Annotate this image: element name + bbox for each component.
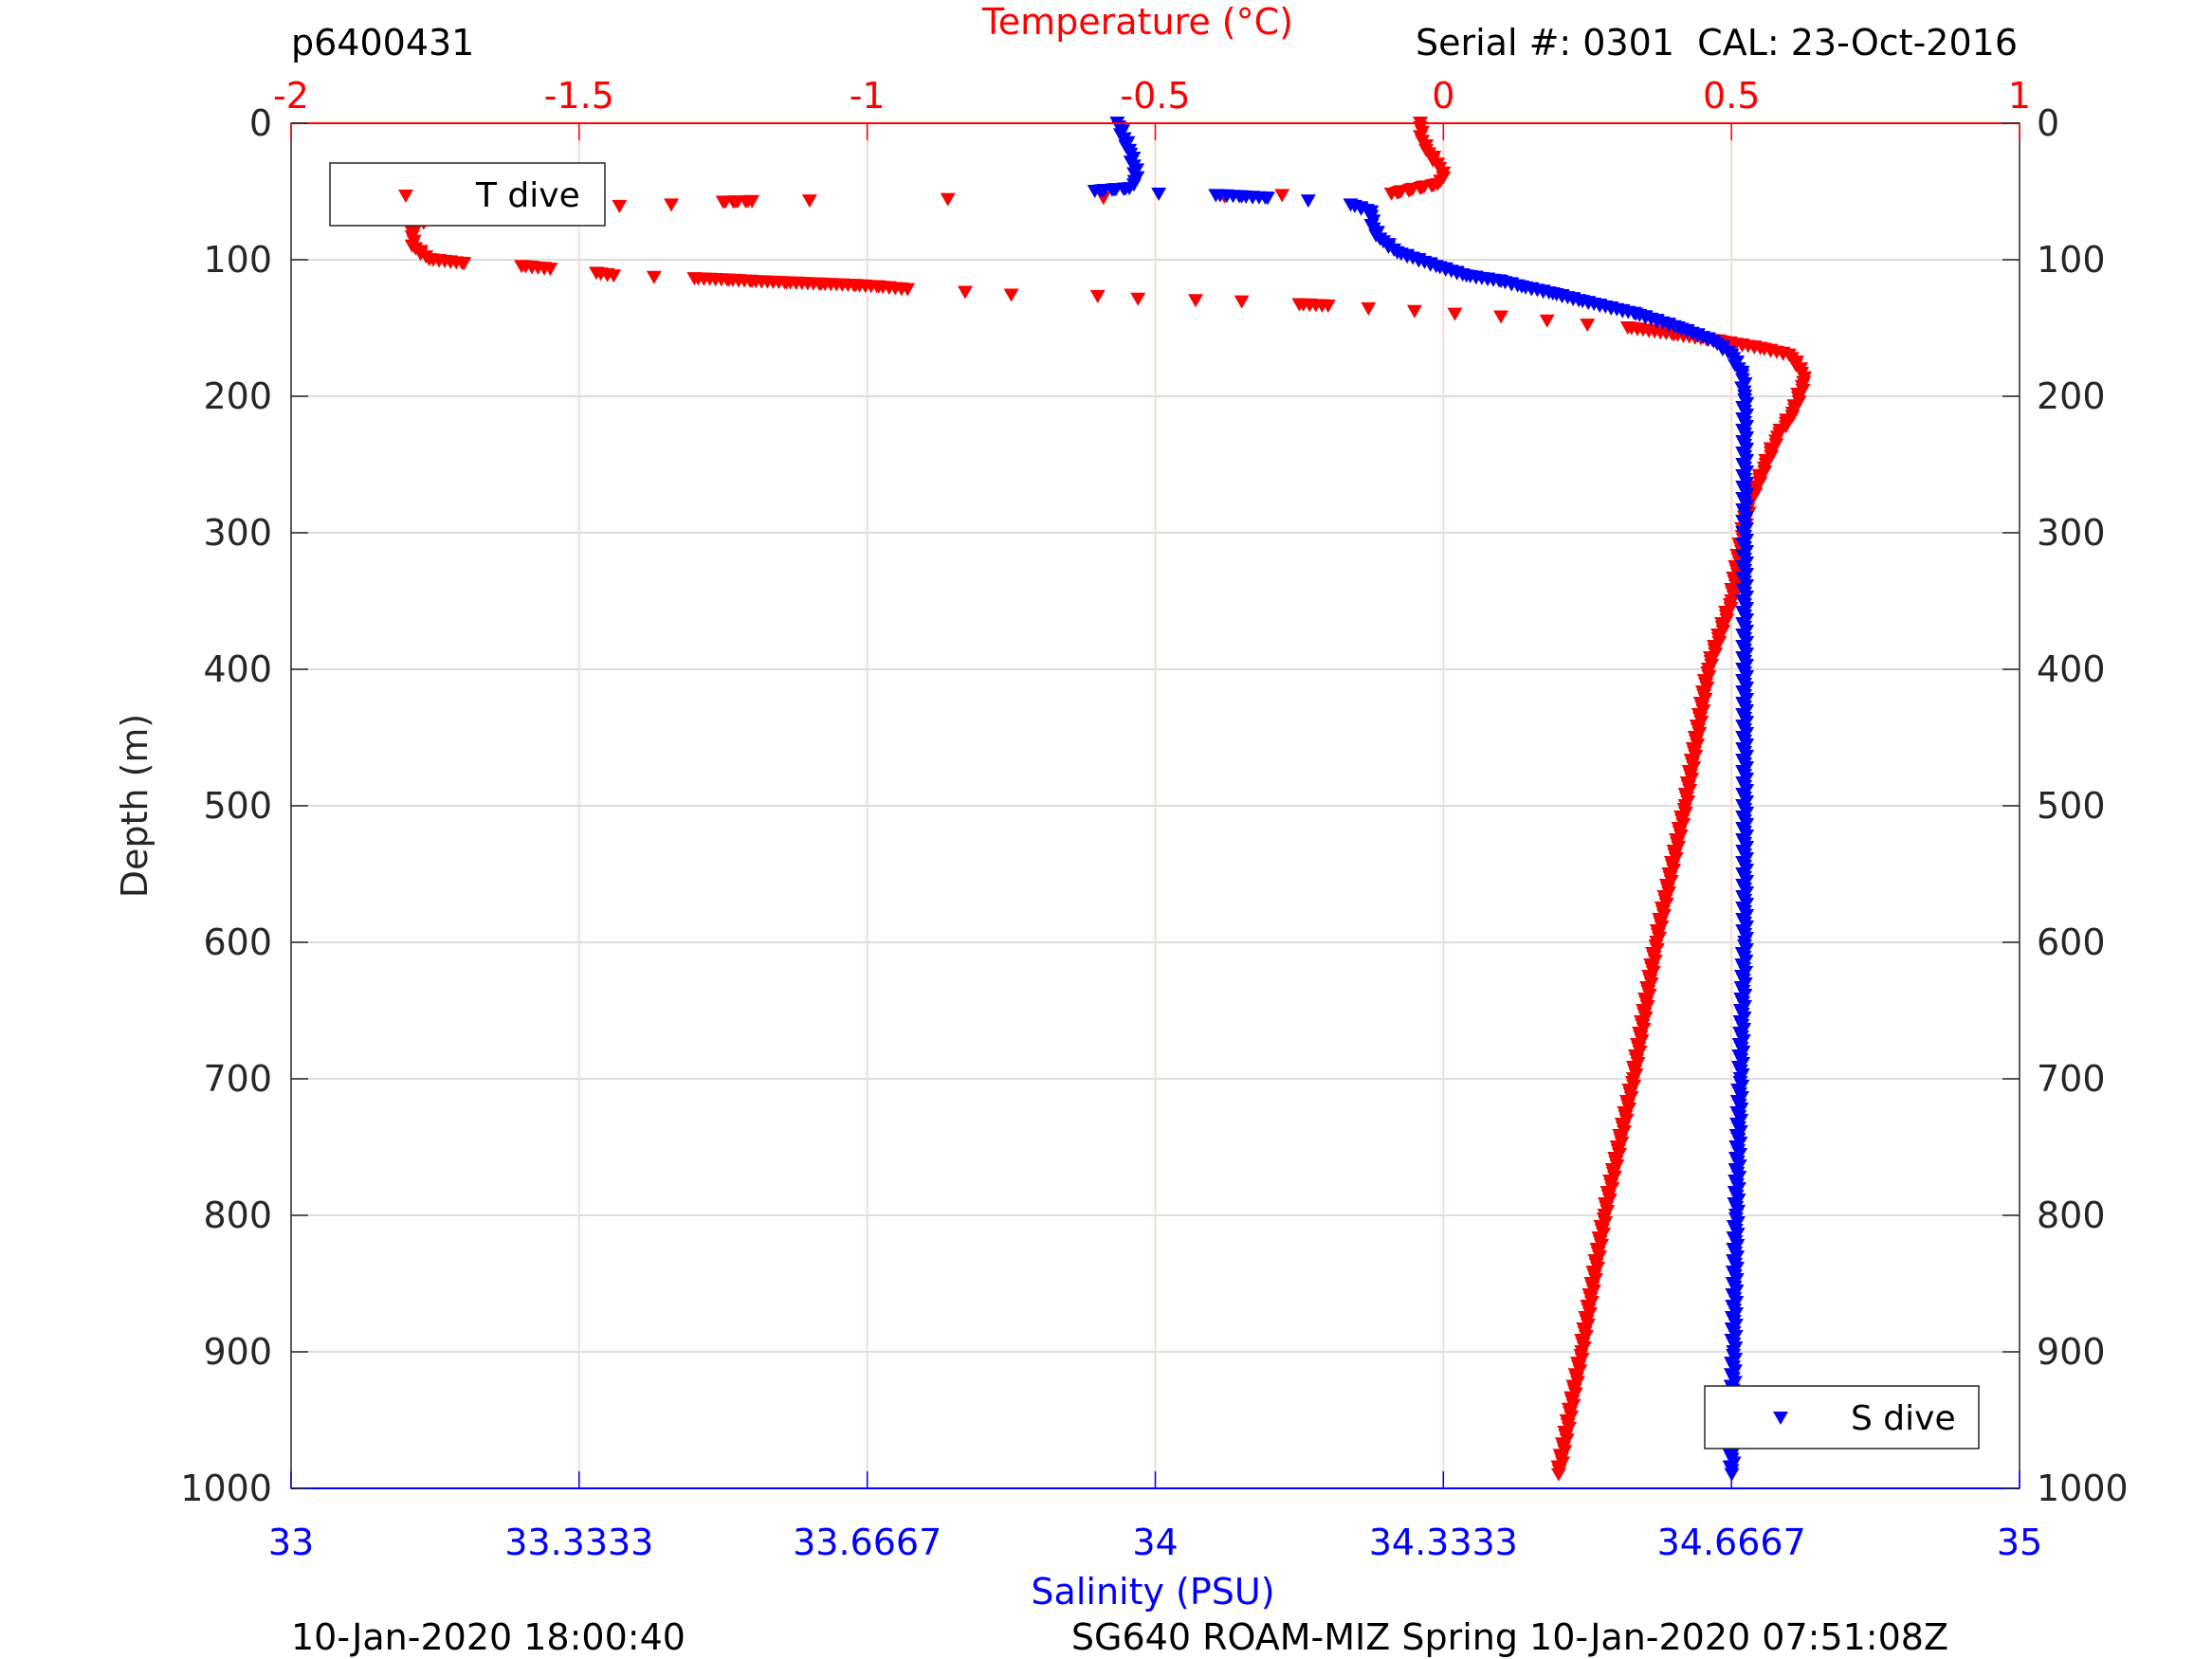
t-dive-point: [715, 195, 731, 210]
t-dive-point: [1188, 294, 1204, 308]
salinity-axis-label: Salinity (PSU): [1031, 1571, 1274, 1613]
depth-tick-label-left: 500: [203, 785, 272, 827]
depth-tick-label-left: 700: [203, 1058, 272, 1100]
t-dive-point: [606, 269, 622, 283]
t-dive-point: [542, 263, 558, 277]
t-dive-point: [1778, 420, 1794, 434]
depth-tick-label-left: 300: [203, 512, 272, 554]
temperature-tick-label: -1.5: [544, 75, 614, 117]
temperature-tick-label: -0.5: [1120, 75, 1190, 117]
t-dive-point: [1274, 189, 1290, 203]
depth-axis-label: Depth (m): [114, 714, 155, 899]
legend-t-dive: T dive: [329, 162, 606, 227]
axis-ticks: 0 0 100 100 200 200 300 300 400 400 500 500 600 600 70…: [180, 75, 2128, 1563]
depth-tick-label-left: 800: [203, 1194, 272, 1236]
s-dive-point: [1151, 187, 1167, 201]
s-dive-point: [1087, 185, 1103, 198]
depth-tick-label-right: 300: [2037, 512, 2106, 554]
temperature-tick-label: -2: [273, 75, 309, 117]
salinity-tick-label: 34: [1132, 1522, 1178, 1563]
t-dive-point: [1234, 295, 1250, 309]
depth-tick-label-left: 200: [203, 375, 272, 417]
salinity-tick-label: 34.6667: [1657, 1522, 1806, 1563]
depth-tick-label-left: 400: [203, 648, 272, 690]
t-dive-point: [801, 194, 817, 209]
temperature-tick-label: 0: [1432, 75, 1454, 117]
s-dive-point: [1300, 194, 1316, 209]
depth-tick-label-left: 900: [203, 1331, 272, 1373]
depth-tick-label-right: 500: [2037, 785, 2106, 827]
t-dive-point: [1406, 304, 1422, 319]
depth-tick-label-left: 100: [203, 239, 272, 281]
salinity-tick-label: 35: [1997, 1522, 2042, 1563]
depth-tick-label-right: 400: [2037, 648, 2106, 690]
depth-tick-label-left: 0: [249, 102, 272, 144]
legend-t-dive-marker: [398, 190, 413, 203]
depth-tick-label-right: 100: [2037, 239, 2106, 281]
t-dive-point: [646, 270, 662, 284]
salinity-tick-label: 33: [268, 1522, 314, 1563]
t-dive-point: [1784, 410, 1801, 424]
depth-tick-label-left: 600: [203, 921, 272, 963]
temperature-tick-label: -1: [850, 75, 886, 117]
salinity-tick-label: 34.3333: [1369, 1522, 1518, 1563]
t-dive-point: [1383, 187, 1399, 201]
t-dive-point: [940, 192, 956, 207]
t-dive-point: [664, 198, 680, 212]
temperature-tick-label: 0.5: [1703, 75, 1760, 117]
salinity-tick-label: 33.3333: [504, 1522, 653, 1563]
depth-tick-label-right: 1000: [2037, 1468, 2129, 1509]
t-dive-point: [1003, 288, 1019, 302]
legend-s-dive-label: S dive: [1851, 1399, 1956, 1438]
depth-tick-label-right: 600: [2037, 921, 2106, 963]
depth-tick-label-right: 700: [2037, 1058, 2106, 1100]
t-dive-point: [1493, 310, 1509, 324]
t-dive-point: [1130, 292, 1146, 306]
legend-t-dive-label: T dive: [475, 176, 580, 215]
t-dive-point: [1361, 301, 1377, 316]
legend-s-dive-marker: [1773, 1412, 1788, 1425]
depth-tick-label-right: 0: [2037, 102, 2059, 144]
depth-tick-label-right: 800: [2037, 1194, 2106, 1236]
t-dive-point: [900, 283, 916, 297]
t-dive-point: [1580, 319, 1596, 333]
t-dive-point: [1089, 289, 1106, 303]
depth-tick-label-left: 1000: [180, 1468, 272, 1509]
t-dive-point: [957, 285, 973, 300]
depth-tick-label-right: 900: [2037, 1331, 2106, 1373]
t-dive-point: [1550, 1468, 1566, 1482]
profile-id: p6400431: [291, 22, 474, 64]
temperature-tick-label: 1: [2008, 75, 2031, 117]
s-dive-point: [1259, 191, 1275, 206]
t-dive-point: [1539, 314, 1555, 328]
serial-cal-info: Serial #: 0301 CAL: 23-Oct-2016: [1416, 22, 2018, 64]
legend-s-dive: S dive: [1704, 1385, 1980, 1449]
salinity-tick-label: 33.6667: [793, 1522, 941, 1563]
data-marks: [404, 117, 1813, 1482]
footer-mission: SG640 ROAM-MIZ Spring 10-Jan-2020 07:51:…: [1071, 1616, 1948, 1658]
t-dive-point: [1447, 307, 1463, 321]
grid: [291, 123, 2020, 1488]
t-dive-point: [1320, 299, 1336, 313]
depth-tick-label-right: 200: [2037, 375, 2106, 417]
temperature-axis-label: Temperature (°C): [981, 1, 1293, 43]
t-dive-point: [456, 257, 472, 271]
footer-datetime: 10-Jan-2020 18:00:40: [291, 1616, 686, 1658]
t-dive-point: [612, 199, 628, 213]
